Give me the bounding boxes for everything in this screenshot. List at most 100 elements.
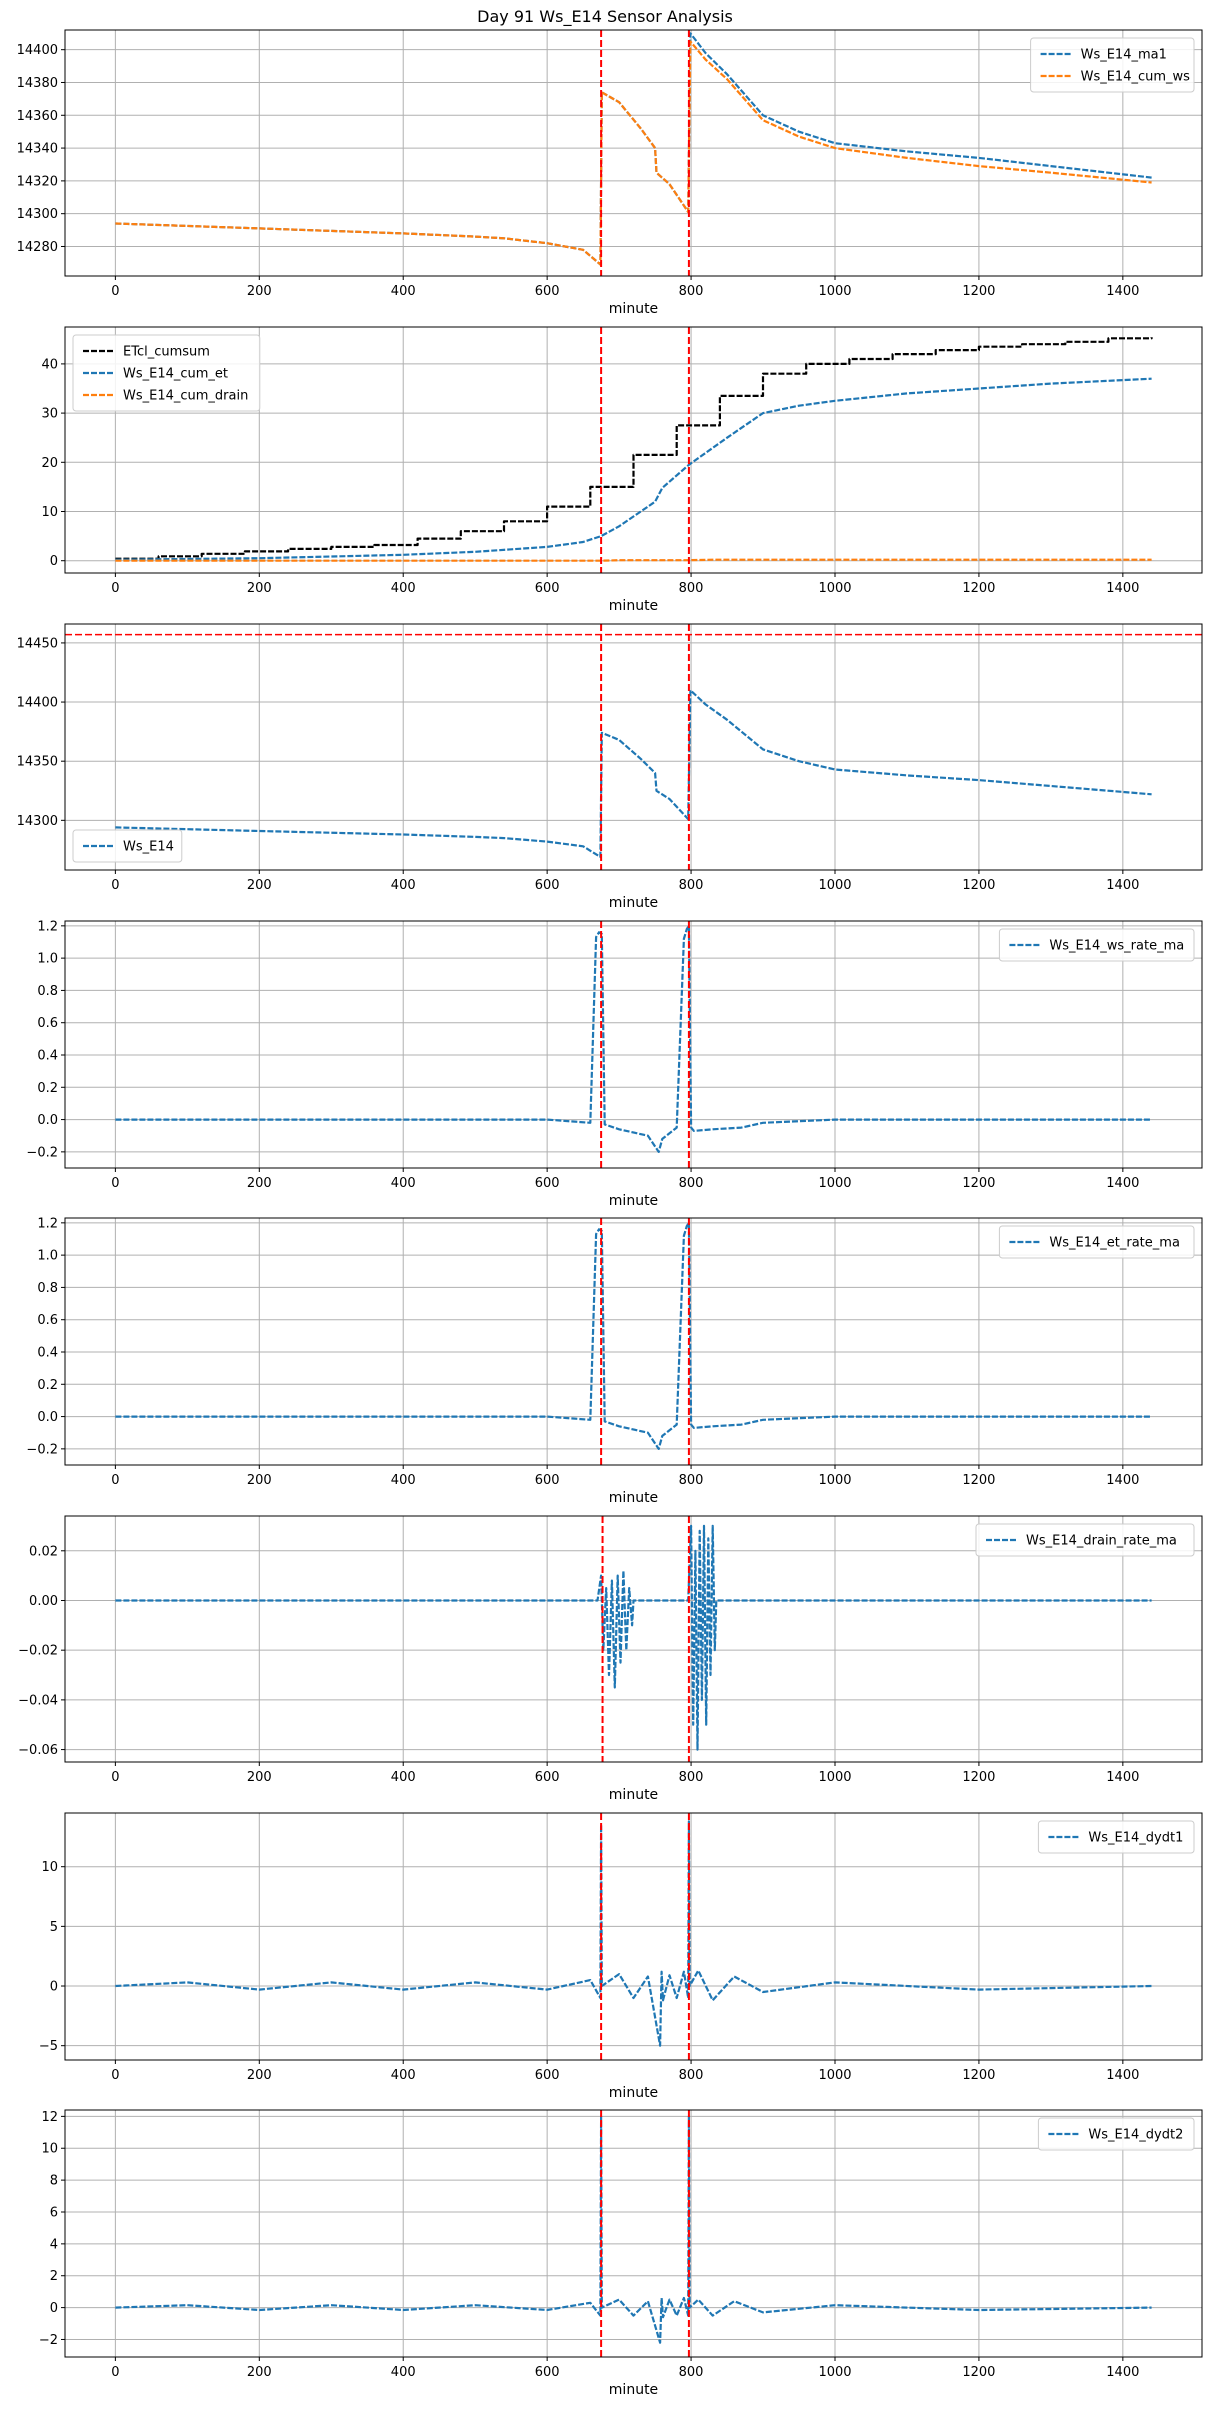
axes-frame bbox=[64, 1217, 1203, 1466]
axes-frame bbox=[64, 1812, 1203, 2061]
chart-panel-7: 0 200 400 600 800 1000 1200 1400 −5 0 5 10 minute Ws_… bbox=[39, 1812, 1203, 2101]
series-line-ws-e14-et-rate-ma bbox=[115, 1221, 1152, 1451]
x-tick-label: 800 bbox=[679, 1770, 704, 1785]
y-tick-label: 5 bbox=[50, 1920, 58, 1935]
legend-label: Ws_E14_dydt1 bbox=[1088, 1831, 1183, 1846]
x-tick-label: 1400 bbox=[1106, 581, 1139, 596]
x-tick-label: 1200 bbox=[962, 284, 995, 299]
x-tick-label: 1000 bbox=[818, 284, 851, 299]
figure-title: Day 91 Ws_E14 Sensor Analysis bbox=[477, 7, 733, 27]
x-tick-label: 1400 bbox=[1106, 2068, 1139, 2083]
x-tick-label: 600 bbox=[535, 2068, 560, 2083]
series-line-ws-e14-cum-et bbox=[115, 377, 1152, 561]
x-tick-label: 1200 bbox=[962, 878, 995, 893]
y-tick-label: 0.02 bbox=[29, 1544, 58, 1559]
x-tick-label: 0 bbox=[111, 2365, 119, 2380]
plot-area bbox=[115, 2115, 1152, 2344]
axes-frame bbox=[64, 920, 1203, 1169]
legend-box bbox=[998, 928, 1195, 962]
x-tick-label: 800 bbox=[679, 581, 704, 596]
x-tick-label: 200 bbox=[247, 1473, 272, 1488]
x-tick-label: 600 bbox=[535, 2365, 560, 2380]
x-tick-label: 800 bbox=[679, 1473, 704, 1488]
x-axis-label: minute bbox=[609, 1193, 658, 1209]
x-tick-label: 400 bbox=[391, 581, 416, 596]
legend-box bbox=[72, 334, 261, 412]
series-line-ws-e14-dydt1 bbox=[115, 1820, 1152, 2047]
legend: Ws_E14_dydt1 bbox=[1037, 1820, 1195, 1854]
x-tick-label: 400 bbox=[391, 2068, 416, 2083]
x-tick-label: 600 bbox=[535, 1176, 560, 1191]
x-axis-label: minute bbox=[609, 2382, 658, 2398]
y-tick-label: 14400 bbox=[17, 43, 58, 58]
y-tick-label: −0.02 bbox=[18, 1644, 58, 1659]
y-tick-label: 0 bbox=[50, 1980, 58, 1995]
legend-label: Ws_E14_cum_et bbox=[123, 367, 228, 382]
plot-area bbox=[115, 1820, 1152, 2047]
y-tick-label: 0 bbox=[50, 2301, 58, 2316]
axes-frame bbox=[64, 623, 1203, 871]
y-tick-label: 14280 bbox=[17, 240, 58, 255]
y-tick-label: 14300 bbox=[17, 207, 58, 222]
x-tick-label: 800 bbox=[679, 2365, 704, 2380]
y-tick-label: 30 bbox=[41, 407, 58, 422]
x-tick-label: 800 bbox=[679, 878, 704, 893]
y-tick-label: −0.2 bbox=[26, 1442, 58, 1457]
x-axis-label: minute bbox=[609, 895, 658, 911]
x-tick-label: 1200 bbox=[962, 1473, 995, 1488]
x-tick-label: 1000 bbox=[818, 2365, 851, 2380]
y-tick-label: 8 bbox=[50, 2174, 58, 2189]
y-tick-label: −5 bbox=[39, 2039, 58, 2054]
legend-box bbox=[1037, 1820, 1195, 1854]
chart-panel-1: 0 200 400 600 800 1000 1200 1400 14280 14300 14320… bbox=[17, 29, 1203, 317]
x-tick-label: 1200 bbox=[962, 2365, 995, 2380]
y-tick-label: 14340 bbox=[17, 142, 58, 157]
y-tick-label: 14380 bbox=[17, 76, 58, 91]
y-tick-label: 0.2 bbox=[37, 1081, 58, 1096]
x-tick-label: 400 bbox=[391, 1473, 416, 1488]
x-tick-label: 200 bbox=[247, 284, 272, 299]
x-tick-label: 600 bbox=[535, 878, 560, 893]
plot-area bbox=[115, 337, 1153, 562]
chart-panel-3: 0 200 400 600 800 1000 1200 1400 14300 14350 14400… bbox=[17, 623, 1203, 911]
x-tick-label: 1200 bbox=[962, 2068, 995, 2083]
y-tick-label: 0.0 bbox=[37, 1113, 58, 1128]
chart-panel-2: 0 200 400 600 800 1000 1200 1400 0 10 20 30 40 minute… bbox=[41, 326, 1203, 614]
y-tick-label: 14400 bbox=[17, 696, 58, 711]
chart-panel-6: 0 200 400 600 800 1000 1200 1400 −0.06 −0.04 −0.02… bbox=[18, 1515, 1203, 1803]
y-tick-label: 0.2 bbox=[37, 1378, 58, 1393]
x-axis-label: minute bbox=[609, 301, 658, 317]
legend-label: ETcl_cumsum bbox=[123, 345, 210, 360]
x-tick-label: 1400 bbox=[1106, 1473, 1139, 1488]
x-tick-label: 400 bbox=[391, 1176, 416, 1191]
plot-area bbox=[115, 689, 1152, 859]
x-tick-label: 800 bbox=[679, 1176, 704, 1191]
x-tick-label: 0 bbox=[111, 1176, 119, 1191]
x-axis-label: minute bbox=[609, 598, 658, 614]
y-tick-label: 0.8 bbox=[37, 1281, 58, 1296]
x-tick-label: 0 bbox=[111, 2068, 119, 2083]
x-tick-label: 600 bbox=[535, 284, 560, 299]
y-tick-label: 14320 bbox=[17, 174, 58, 189]
series-line-ws-e14-dydt2 bbox=[115, 2115, 1152, 2344]
plot-area bbox=[115, 1221, 1152, 1451]
x-tick-label: 200 bbox=[247, 2365, 272, 2380]
y-tick-label: −0.2 bbox=[26, 1145, 58, 1160]
legend-box bbox=[72, 829, 183, 863]
legend-box bbox=[975, 1523, 1195, 1557]
legend-label: Ws_E14_ma1 bbox=[1081, 48, 1167, 63]
axes-frame bbox=[64, 326, 1203, 574]
x-tick-label: 200 bbox=[247, 1176, 272, 1191]
chart-panel-5: 0 200 400 600 800 1000 1200 1400 −0.2 0.0 0.2 0.4 0.… bbox=[26, 1216, 1203, 1506]
x-tick-label: 600 bbox=[535, 581, 560, 596]
y-tick-label: 0.4 bbox=[37, 1048, 58, 1063]
y-tick-label: 6 bbox=[50, 2205, 58, 2220]
legend: Ws_E14_dydt2 bbox=[1037, 2117, 1195, 2151]
legend: Ws_E14 bbox=[72, 829, 183, 863]
legend: ETcl_cumsum Ws_E14_cum_et Ws_E14_cum_drain bbox=[72, 334, 261, 412]
legend-label: Ws_E14_drain_rate_ma bbox=[1026, 1534, 1177, 1549]
x-axis-label: minute bbox=[609, 2085, 658, 2101]
legend: Ws_E14_et_rate_ma bbox=[998, 1225, 1195, 1259]
y-tick-label: 0 bbox=[50, 554, 58, 569]
y-tick-label: −0.04 bbox=[18, 1693, 58, 1708]
